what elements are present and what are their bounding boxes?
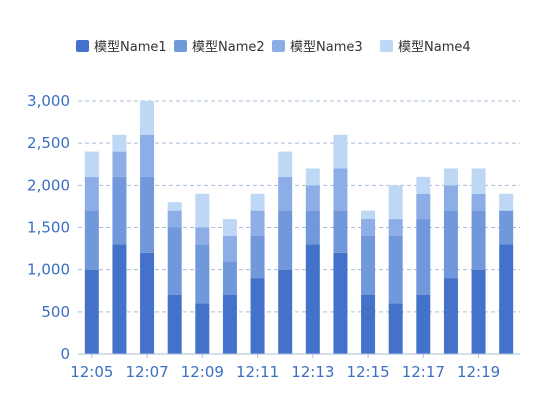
bar-segment — [416, 294, 431, 354]
bar-segment — [471, 193, 486, 211]
bar-segment — [361, 294, 376, 354]
bar-segment — [388, 219, 403, 236]
bar-segment — [140, 176, 155, 253]
bar-segment — [305, 185, 320, 211]
bar-segment — [195, 244, 210, 304]
bar-segment — [471, 210, 486, 270]
y-tick-label: 0 — [60, 345, 70, 363]
x-tick-label: 12:07 — [125, 363, 168, 381]
bar-segment — [278, 269, 293, 354]
legend-swatch — [76, 40, 89, 52]
bar-segment — [333, 252, 348, 354]
bar-segment — [140, 252, 155, 354]
legend-label: 模型Name2 — [192, 40, 265, 55]
y-tick-label: 2,000 — [27, 176, 70, 194]
y-tick-label: 2,500 — [27, 134, 70, 152]
y-tick-label: 1,500 — [27, 219, 70, 237]
bar-segment — [278, 151, 293, 177]
legend-item[interactable]: 模型Name2 — [174, 40, 265, 55]
x-tick-label: 12:15 — [346, 363, 389, 381]
x-tick-label: 12:19 — [457, 363, 500, 381]
bar-segment — [443, 278, 458, 354]
bar-segment — [84, 210, 99, 270]
bar-segment — [222, 235, 237, 262]
y-tick-label: 500 — [41, 303, 70, 321]
chart-legend: 模型Name1 模型Name2 模型Name3 模型Name4 — [76, 40, 471, 55]
legend-label: 模型Name4 — [398, 40, 471, 55]
bar-segment — [416, 176, 431, 194]
bar-segment — [443, 185, 458, 211]
y-axis: 0 500 1,000 1,500 2,000 2,500 3,000 — [27, 92, 70, 363]
x-axis: 12:05 12:07 12:09 12:11 12:13 12:15 12:17 12:19 — [70, 353, 520, 381]
legend-item[interactable]: 模型Name1 — [76, 40, 167, 55]
x-tick-label: 12:13 — [291, 363, 334, 381]
bar-segment — [250, 210, 265, 236]
bar-segment — [388, 303, 403, 354]
bar-segment — [250, 278, 265, 354]
x-tick-label: 12:05 — [70, 363, 113, 381]
bar-segment — [84, 269, 99, 354]
bar-segment — [112, 176, 127, 245]
bar-segment — [305, 244, 320, 354]
bar-segment — [499, 193, 514, 211]
bar-segment — [361, 235, 376, 295]
legend-item[interactable]: 模型Name3 — [272, 40, 363, 55]
bar-segment — [361, 219, 376, 236]
bar-segment — [333, 168, 348, 211]
bar-segment — [278, 210, 293, 270]
bar-segment — [443, 210, 458, 279]
x-tick-label: 12:17 — [402, 363, 445, 381]
bar-segment — [499, 210, 514, 245]
bar-segment — [499, 244, 514, 354]
bar-segment — [195, 227, 210, 245]
bar-segment — [195, 193, 210, 228]
y-tick-label: 3,000 — [27, 92, 70, 110]
bar-segment — [84, 151, 99, 177]
bar-segment — [112, 134, 127, 152]
bar-segment — [167, 227, 182, 295]
x-tick-label: 12:09 — [181, 363, 224, 381]
bar-segment — [222, 219, 237, 236]
bar-segment — [222, 261, 237, 295]
bar-segment — [112, 244, 127, 354]
legend-label: 模型Name3 — [290, 40, 363, 55]
bar-segment — [333, 134, 348, 169]
bar-segment — [361, 210, 376, 220]
bar-segment — [278, 176, 293, 211]
bar-segment — [305, 210, 320, 245]
bar-segment — [416, 193, 431, 220]
x-tick-label: 12:11 — [236, 363, 279, 381]
chart-bars — [84, 101, 514, 354]
legend-item[interactable]: 模型Name4 — [380, 40, 471, 55]
bar-segment — [167, 210, 182, 228]
bar-segment — [388, 185, 403, 220]
legend-label: 模型Name1 — [94, 40, 167, 55]
bar-segment — [140, 101, 155, 135]
bar-segment — [84, 176, 99, 211]
bar-segment — [250, 193, 265, 211]
legend-swatch — [174, 40, 187, 52]
bar-segment — [388, 235, 403, 304]
bar-segment — [416, 219, 431, 295]
bar-segment — [167, 294, 182, 354]
bar-segment — [471, 269, 486, 354]
legend-swatch — [272, 40, 285, 52]
bar-segment — [222, 294, 237, 354]
bar-segment — [167, 202, 182, 211]
bar-segment — [333, 210, 348, 253]
bar-segment — [140, 134, 155, 177]
bar-segment — [195, 303, 210, 354]
bar-segment — [443, 168, 458, 186]
y-tick-label: 1,000 — [27, 261, 70, 279]
bar-segment — [112, 151, 127, 177]
legend-swatch — [380, 40, 393, 52]
bar-segment — [305, 168, 320, 186]
bar-segment — [471, 168, 486, 194]
bar-segment — [250, 235, 265, 279]
